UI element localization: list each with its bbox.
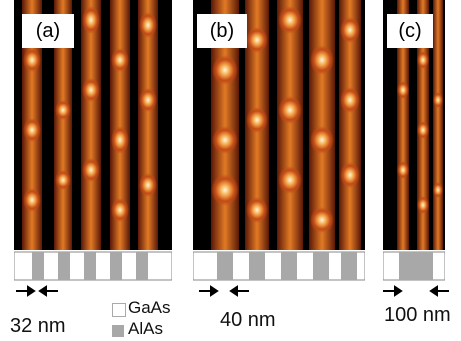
arrow-a-right — [38, 285, 58, 297]
legend-alas-swatch — [112, 325, 124, 337]
panel-c: (c) — [383, 0, 445, 282]
panel-c-label: (c) — [387, 14, 433, 48]
scale-label-b: 40 nm — [220, 309, 276, 331]
scale-label-a: 32 nm — [10, 315, 66, 337]
legend-gaas-swatch — [112, 303, 126, 317]
legend-alas-label: AlAs — [128, 319, 163, 338]
panel-b-image — [193, 0, 365, 281]
legend-gaas-label: GaAs — [128, 298, 171, 317]
layer-bar-b — [193, 251, 365, 281]
arrow-c-right — [429, 285, 449, 297]
arrow-a-left — [16, 285, 36, 297]
panel-b-label: (b) — [197, 14, 247, 48]
stripes-b — [211, 0, 361, 250]
stripes-a — [22, 0, 158, 250]
panel-b: (b) — [193, 0, 365, 282]
panel-a-label: (a) — [22, 14, 74, 48]
panel-a-image — [14, 0, 172, 281]
layer-bar-a — [14, 251, 172, 281]
arrow-b-right — [229, 285, 249, 297]
stripes-c — [397, 0, 443, 250]
arrow-c-left — [383, 285, 403, 297]
arrow-b-left — [199, 285, 219, 297]
panel-a: (a) — [14, 0, 172, 282]
layer-bar-c — [383, 251, 445, 281]
scale-label-c: 100 nm — [384, 304, 451, 326]
